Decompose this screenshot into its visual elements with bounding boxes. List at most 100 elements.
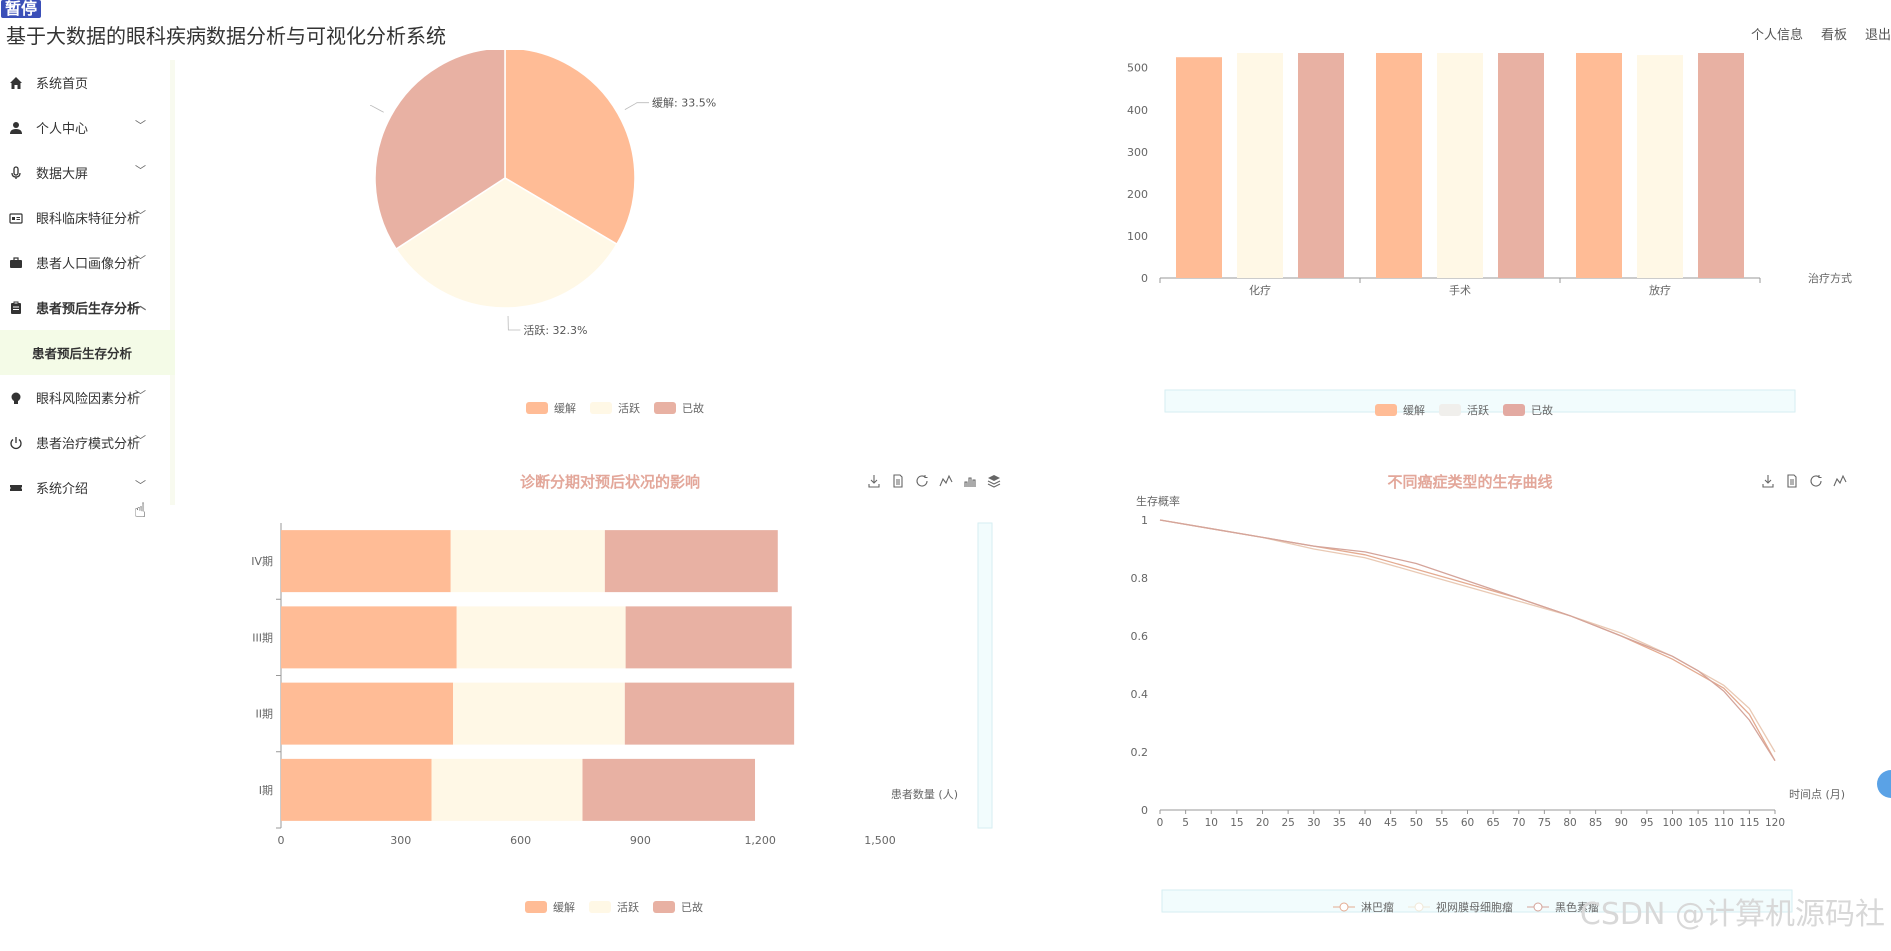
y-tick-label: 1 — [1141, 514, 1148, 527]
bar-segment — [456, 606, 626, 669]
x-tick-label: 900 — [630, 834, 651, 847]
y-tick-label: IV期 — [251, 555, 273, 568]
survival-legend: 淋巴瘤 视网膜母细胞瘤 黑色素瘤 — [1333, 899, 1599, 915]
topnav-profile-link[interactable]: 个人信息 — [1750, 28, 1803, 43]
x-axis-label: 治疗方式 — [1808, 271, 1852, 285]
data-view-icon[interactable] — [890, 473, 906, 489]
series-line — [1159, 519, 1776, 753]
chart-title: 诊断分期对预后状况的影响 — [519, 473, 700, 491]
treatment-bar-chart-panel: 0 100 200 300 400 500 化疗 手术 放疗 治疗方式 缓解 活跃 已故 — [1120, 50, 1880, 420]
chart-toolbox — [1760, 473, 1848, 489]
refresh-icon[interactable] — [1808, 473, 1824, 489]
stack-icon[interactable] — [986, 473, 1002, 489]
sidebar-item-data-screen[interactable]: 数据大屏 ﹀ — [0, 150, 170, 195]
legend-item-lymphoma[interactable]: 淋巴瘤 — [1333, 899, 1394, 915]
sidebar-item-demographics[interactable]: 患者人口画像分析 ﹀ — [0, 240, 170, 285]
pie-label: 缓解: 33.5% — [652, 96, 716, 110]
pie-slice — [374, 47, 506, 251]
bar — [1437, 53, 1483, 278]
chevron-down-icon: ﹀ — [135, 254, 146, 267]
series-line — [1159, 519, 1776, 762]
stage-bar-chart-panel: 诊断分期对预后状况的影响 I期 II期 III期 IV期 0 300 600 900 1,200… — [240, 465, 1010, 925]
topnav-logout-link[interactable]: 退出 — [1864, 28, 1891, 43]
legend-item-active[interactable]: 活跃 — [590, 400, 640, 416]
x-tick-label: 110 — [1714, 817, 1734, 829]
series-line — [1159, 519, 1776, 762]
legend-item-remission[interactable]: 缓解 — [526, 400, 576, 416]
x-tick-label: 60 — [1461, 817, 1474, 829]
submenu-item-prognosis[interactable]: 患者预后生存分析 — [0, 330, 175, 375]
sidebar-item-risk-factors[interactable]: 眼科风险因素分析 ﹀ — [0, 375, 170, 420]
x-tick-label: 40 — [1358, 817, 1371, 829]
x-tick-label: 50 — [1410, 817, 1423, 829]
y-tick-label: 0 — [1141, 272, 1148, 285]
legend-item-retinoblastoma[interactable]: 视网膜母细胞瘤 — [1408, 899, 1513, 915]
x-tick-label: 1,500 — [864, 834, 896, 847]
datazoom-slider — [977, 522, 993, 829]
bar — [1176, 57, 1222, 278]
home-icon — [8, 75, 24, 91]
treatment-bar-chart: 0 100 200 300 400 500 化疗 手术 放疗 治疗方式 — [1127, 53, 1852, 413]
app-title: 基于大数据的眼科疾病数据分析与可视化分析系统 — [6, 24, 446, 48]
bar-segment — [624, 682, 795, 745]
chevron-down-icon: ﹀ — [135, 119, 146, 132]
pie-label-line — [507, 315, 521, 331]
bar-segment — [450, 530, 605, 593]
x-tick-label: 0 — [1157, 817, 1164, 829]
chart-toolbox — [866, 473, 1002, 489]
legend-item-active[interactable]: 活跃 — [589, 899, 639, 915]
pie-label: 活跃: 32.3% — [523, 323, 587, 337]
bar-segment — [281, 758, 432, 821]
x-tick-label: 手术 — [1449, 283, 1471, 297]
legend-item-dead[interactable]: 已故 — [653, 899, 703, 915]
legend-item-dead[interactable]: 已故 — [654, 400, 704, 416]
x-axis-label: 患者数量 (人) — [891, 788, 958, 801]
legend-item-melanoma[interactable]: 黑色素瘤 — [1527, 899, 1599, 915]
x-tick-label: 55 — [1435, 817, 1448, 829]
x-tick-label: 65 — [1486, 817, 1499, 829]
y-tick-label: 400 — [1127, 104, 1148, 117]
bar-segment — [431, 758, 583, 821]
id-card-icon — [8, 210, 24, 226]
pie-label-line — [359, 105, 384, 113]
pie-slice — [395, 177, 618, 309]
stage-bar-chart: I期 II期 III期 IV期 0 300 600 900 1,200 1,500 患者数量 (人) — [251, 522, 993, 847]
sidebar-item-about[interactable]: 系统介绍 ﹀ — [0, 465, 170, 510]
bar — [1498, 53, 1544, 278]
sidebar-item-clinical-features[interactable]: 眼科临床特征分析 ﹀ — [0, 195, 170, 240]
x-tick-label: 105 — [1688, 817, 1708, 829]
data-view-icon[interactable] — [1784, 473, 1800, 489]
sidebar-item-label: 患者预后生存分析 — [36, 302, 141, 317]
x-tick-label: 120 — [1765, 817, 1785, 829]
chevron-down-icon: ﹀ — [135, 389, 146, 402]
legend-item-remission[interactable]: 缓解 — [1375, 402, 1425, 418]
sidebar-item-home[interactable]: 系统首页 — [0, 60, 170, 105]
x-tick-label: 20 — [1256, 817, 1269, 829]
y-tick-label: 0.8 — [1131, 572, 1149, 585]
line-chart-icon[interactable] — [1832, 473, 1848, 489]
x-tick-label: 1,200 — [744, 834, 776, 847]
floating-handle[interactable] — [1877, 770, 1891, 798]
x-tick-label: 100 — [1662, 817, 1682, 829]
bar-segment — [281, 682, 454, 745]
sidebar-item-treatment-patterns[interactable]: 患者治疗模式分析 ﹀ — [0, 420, 170, 465]
pie-chart-panel: 缓解: 33.5%活跃: 32.3%已故: 34.2% 缓解 活跃 已故 — [292, 47, 870, 420]
x-tick-label: 5 — [1182, 817, 1189, 829]
y-axis-label: 生存概率 — [1136, 494, 1180, 508]
x-tick-label: 化疗 — [1249, 283, 1271, 297]
refresh-icon[interactable] — [914, 473, 930, 489]
legend-item-active[interactable]: 活跃 — [1439, 402, 1489, 418]
datazoom-slider — [1164, 389, 1796, 413]
sidebar-item-personal-center[interactable]: 个人中心 ﹀ — [0, 105, 170, 150]
x-tick-label: 80 — [1563, 817, 1576, 829]
bar-chart-icon[interactable] — [962, 473, 978, 489]
legend-item-dead[interactable]: 已故 — [1503, 402, 1553, 418]
sidebar-item-prognosis[interactable]: 患者预后生存分析 ︿ — [0, 285, 170, 330]
line-chart-icon[interactable] — [938, 473, 954, 489]
legend-item-remission[interactable]: 缓解 — [525, 899, 575, 915]
download-icon[interactable] — [1760, 473, 1776, 489]
download-icon[interactable] — [866, 473, 882, 489]
topnav-board-link[interactable]: 看板 — [1820, 28, 1847, 43]
datazoom-slider — [1161, 889, 1793, 913]
x-tick-label: 90 — [1615, 817, 1628, 829]
